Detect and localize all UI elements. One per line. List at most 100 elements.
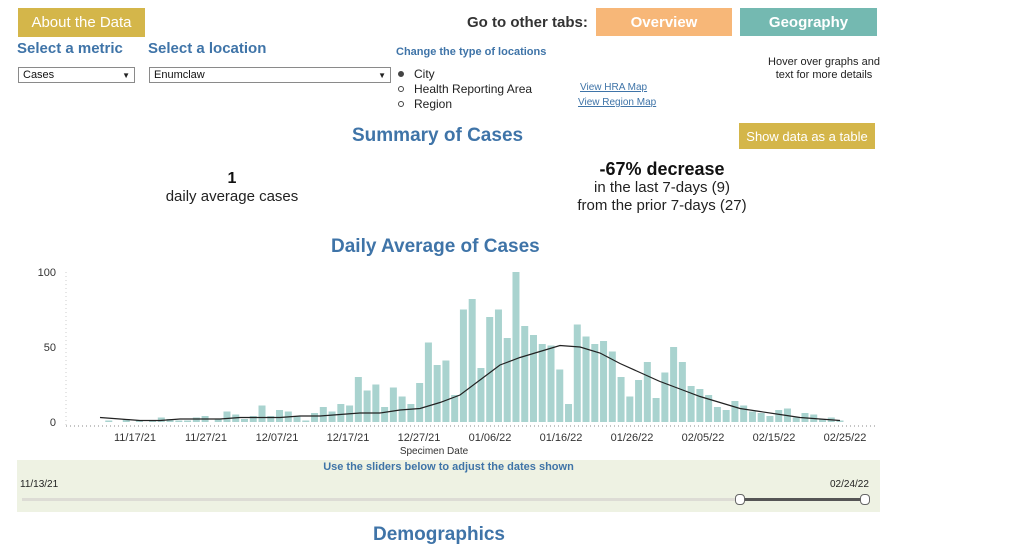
radio-selected-icon bbox=[398, 70, 404, 77]
bar bbox=[600, 341, 608, 422]
bar bbox=[591, 344, 599, 422]
bar bbox=[748, 411, 756, 422]
bar bbox=[468, 299, 476, 422]
x-tick-label: 12/17/21 bbox=[327, 432, 370, 444]
x-tick-label: 02/25/22 bbox=[824, 432, 867, 444]
metric-select[interactable]: Cases ▼ bbox=[18, 67, 135, 83]
bar bbox=[381, 407, 389, 422]
bar bbox=[705, 395, 713, 422]
x-tick-label: 02/15/22 bbox=[753, 432, 796, 444]
bar bbox=[363, 390, 371, 422]
tab-geography[interactable]: Geography bbox=[740, 8, 877, 36]
tab-overview[interactable]: Overview bbox=[596, 8, 732, 36]
radio-unselected-icon bbox=[398, 100, 404, 107]
about-data-button[interactable]: About the Data bbox=[18, 8, 145, 37]
bar bbox=[459, 309, 467, 422]
bar bbox=[105, 420, 113, 422]
bar bbox=[451, 395, 459, 422]
bar bbox=[337, 404, 345, 422]
chevron-down-icon: ▼ bbox=[378, 70, 386, 80]
radio-label: Region bbox=[414, 96, 453, 111]
daily-average-chart[interactable]: 0 50 100 11/17/21 11/27/21 12/07/21 12/17/21 12… bbox=[0, 258, 900, 463]
radio-hra[interactable]: Health Reporting Area bbox=[398, 81, 532, 96]
bar bbox=[135, 420, 143, 422]
bar bbox=[713, 407, 721, 422]
tabs-label: Go to other tabs: bbox=[467, 14, 588, 31]
bar bbox=[372, 384, 380, 422]
bar bbox=[556, 369, 564, 422]
radio-label: Health Reporting Area bbox=[414, 81, 533, 96]
change-line-1: in the last 7-days (9) bbox=[594, 179, 730, 196]
bar bbox=[416, 383, 424, 422]
location-type-group: City Health Reporting Area Region bbox=[398, 66, 532, 111]
bar bbox=[433, 365, 441, 422]
bar bbox=[687, 386, 695, 422]
bar bbox=[319, 407, 327, 422]
bar bbox=[740, 405, 748, 422]
bar bbox=[192, 417, 200, 422]
bar bbox=[157, 417, 165, 422]
radio-label: City bbox=[414, 66, 435, 81]
slider-range bbox=[740, 498, 865, 501]
bar bbox=[311, 413, 319, 422]
slider-end-date: 02/24/22 bbox=[830, 479, 869, 490]
bar bbox=[635, 380, 643, 422]
x-tick-label: 11/27/21 bbox=[185, 432, 227, 444]
chevron-down-icon: ▼ bbox=[122, 70, 130, 80]
location-select[interactable]: Enumclaw ▼ bbox=[149, 67, 391, 83]
x-tick-label: 02/05/22 bbox=[682, 432, 725, 444]
bar bbox=[836, 420, 844, 422]
bar bbox=[249, 416, 257, 422]
bar bbox=[766, 416, 774, 422]
bar bbox=[547, 345, 555, 422]
hover-hint: Hover over graphs and text for more deta… bbox=[768, 56, 880, 81]
slider-track bbox=[22, 498, 742, 501]
view-hra-map-link[interactable]: View HRA Map bbox=[580, 82, 648, 93]
bar bbox=[258, 405, 266, 422]
bar bbox=[328, 411, 336, 422]
moving-average-line bbox=[99, 344, 841, 422]
show-table-button[interactable]: Show data as a table bbox=[739, 123, 875, 149]
summary-title: Summary of Cases bbox=[352, 125, 524, 146]
x-tick-label: 01/16/22 bbox=[540, 432, 583, 444]
bar bbox=[223, 411, 231, 422]
slider-start-date: 11/13/21 bbox=[20, 479, 59, 490]
chart-title: Daily Average of Cases bbox=[331, 236, 540, 257]
bar bbox=[617, 377, 625, 422]
bar bbox=[661, 372, 669, 422]
y-tick-label: 50 bbox=[44, 342, 56, 354]
location-select-value: Enumclaw bbox=[154, 69, 205, 81]
bar bbox=[722, 410, 730, 422]
y-tick-label: 100 bbox=[38, 267, 56, 279]
y-tick-label: 0 bbox=[50, 417, 56, 429]
bar bbox=[354, 377, 362, 422]
daily-average-value: 1 bbox=[227, 170, 237, 187]
view-region-map-link[interactable]: View Region Map bbox=[578, 97, 657, 108]
bar bbox=[486, 317, 494, 422]
bar bbox=[240, 419, 248, 422]
bar bbox=[643, 362, 651, 422]
bar bbox=[696, 389, 704, 422]
change-value: -67% decrease bbox=[599, 159, 725, 179]
bar bbox=[670, 347, 678, 422]
change-line-2: from the prior 7-days (27) bbox=[577, 197, 747, 214]
radio-region[interactable]: Region bbox=[398, 96, 532, 111]
demographics-title: Demographics bbox=[373, 524, 505, 545]
bar bbox=[503, 338, 511, 422]
bar bbox=[775, 410, 783, 422]
slider-instruction: Use the sliders below to adjust the date… bbox=[323, 461, 574, 473]
bar bbox=[678, 362, 686, 422]
bar bbox=[512, 272, 520, 422]
bar bbox=[477, 368, 485, 422]
location-label: Select a location bbox=[148, 40, 267, 57]
bar bbox=[389, 387, 397, 422]
bar bbox=[122, 419, 130, 422]
bar bbox=[424, 342, 432, 422]
bar bbox=[652, 398, 660, 422]
slider-end-handle[interactable] bbox=[860, 494, 870, 505]
bar bbox=[529, 335, 537, 422]
bar bbox=[626, 396, 634, 422]
radio-city[interactable]: City bbox=[398, 66, 532, 81]
slider-start-handle[interactable] bbox=[735, 494, 745, 505]
x-tick-label: 01/06/22 bbox=[469, 432, 512, 444]
